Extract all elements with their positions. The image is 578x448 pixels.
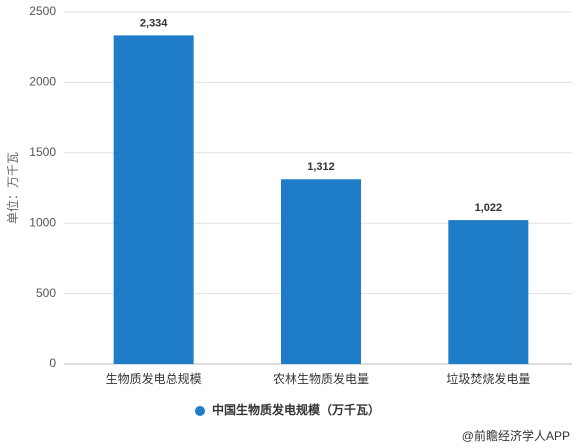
y-tick-label: 1000 [29, 215, 56, 229]
watermark: @前瞻经济学人APP [462, 428, 570, 443]
x-tick-label: 垃圾焚烧发电量 [446, 371, 530, 386]
x-tick-label: 生物质发电总规模 [106, 371, 202, 386]
y-tick-label: 0 [49, 356, 56, 370]
value-label: 1,022 [475, 202, 503, 214]
legend-label: 中国生物质发电规模（万千瓦） [212, 402, 380, 417]
bar [113, 35, 194, 364]
value-label: 1,312 [307, 161, 335, 173]
bar [448, 220, 529, 364]
value-label: 2,334 [140, 17, 168, 29]
y-tick-label: 1500 [29, 145, 56, 159]
x-tick-label: 农林生物质发电量 [273, 371, 369, 386]
y-tick-label: 2500 [29, 4, 56, 18]
y-axis-label: 单位：万千瓦 [5, 152, 20, 224]
y-tick-label: 2000 [29, 75, 56, 89]
legend-marker [195, 406, 205, 416]
bar [281, 179, 361, 364]
y-tick-label: 500 [36, 286, 56, 300]
